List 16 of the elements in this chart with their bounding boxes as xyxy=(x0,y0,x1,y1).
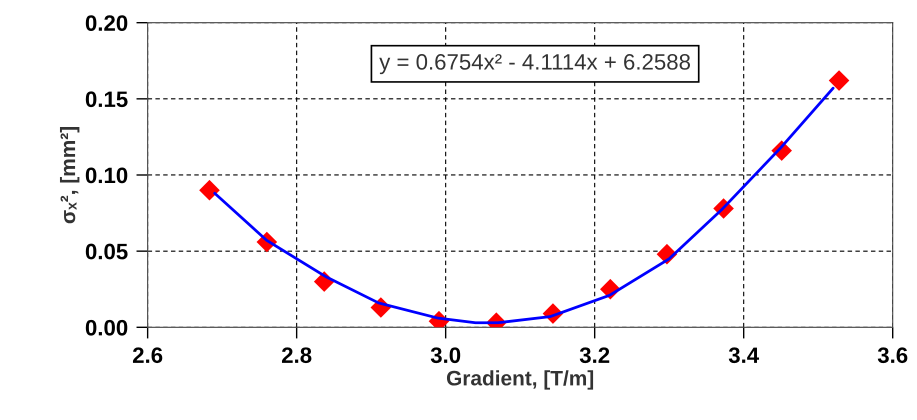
y-tick-label: 0.10 xyxy=(86,168,128,184)
x-tick-label: 3.0 xyxy=(430,347,460,364)
point xyxy=(828,70,850,91)
x-tick-label: 3.2 xyxy=(580,347,610,364)
y-tick-label: 0.20 xyxy=(86,15,128,31)
x-axis-title: Gradient, [T/m] xyxy=(446,370,594,390)
x-tick-label: 2.6 xyxy=(132,347,162,364)
y-tick-label: 0.05 xyxy=(86,244,128,260)
annotation: y = 0.6754x² - 4.1114x + 6.2588 xyxy=(379,54,690,74)
x-tick-label: 2.8 xyxy=(282,347,312,364)
x-tick-label: 3.4 xyxy=(728,347,760,364)
y-tick-label: 0.15 xyxy=(86,91,128,108)
y-tick-label: 0.00 xyxy=(86,320,128,336)
y-axis-title: σₓ², [mm²] xyxy=(60,127,80,224)
x-tick-label: 3.6 xyxy=(878,347,908,364)
point xyxy=(199,180,220,201)
